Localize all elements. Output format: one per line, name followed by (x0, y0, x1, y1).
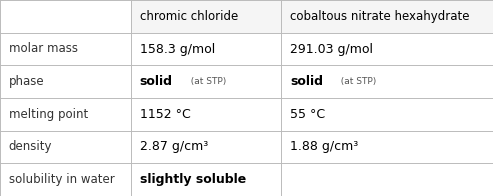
Bar (0, 0, 131, 33)
Bar (281, 33, 493, 65)
Text: melting point: melting point (9, 108, 88, 121)
Bar (131, 98, 281, 131)
Bar (131, 0, 281, 33)
Text: solubility in water: solubility in water (9, 173, 115, 186)
Bar (0, 163, 131, 196)
Bar (0, 65, 131, 98)
Text: cobaltous nitrate hexahydrate: cobaltous nitrate hexahydrate (290, 10, 469, 23)
Text: 1152 °C: 1152 °C (140, 108, 190, 121)
Bar (281, 131, 493, 163)
Text: solid: solid (140, 75, 173, 88)
Text: 2.87 g/cm³: 2.87 g/cm³ (140, 141, 208, 153)
Text: 158.3 g/mol: 158.3 g/mol (140, 43, 215, 55)
Bar (131, 131, 281, 163)
Bar (281, 0, 493, 33)
Text: 291.03 g/mol: 291.03 g/mol (290, 43, 373, 55)
Bar (281, 0, 493, 33)
Bar (131, 33, 281, 65)
Text: 55 °C: 55 °C (290, 108, 325, 121)
Bar (281, 65, 493, 98)
Bar (131, 163, 281, 196)
Bar (0, 33, 131, 65)
Text: density: density (9, 141, 52, 153)
Text: molar mass: molar mass (9, 43, 78, 55)
Bar (0, 98, 131, 131)
Text: solid: solid (290, 75, 323, 88)
Text: phase: phase (9, 75, 44, 88)
Text: (at STP): (at STP) (335, 77, 376, 86)
Bar (281, 98, 493, 131)
Bar (131, 0, 281, 33)
Text: slightly soluble: slightly soluble (140, 173, 246, 186)
Bar (131, 65, 281, 98)
Text: (at STP): (at STP) (184, 77, 226, 86)
Bar (281, 163, 493, 196)
Text: 1.88 g/cm³: 1.88 g/cm³ (290, 141, 358, 153)
Bar (0, 131, 131, 163)
Text: chromic chloride: chromic chloride (140, 10, 238, 23)
